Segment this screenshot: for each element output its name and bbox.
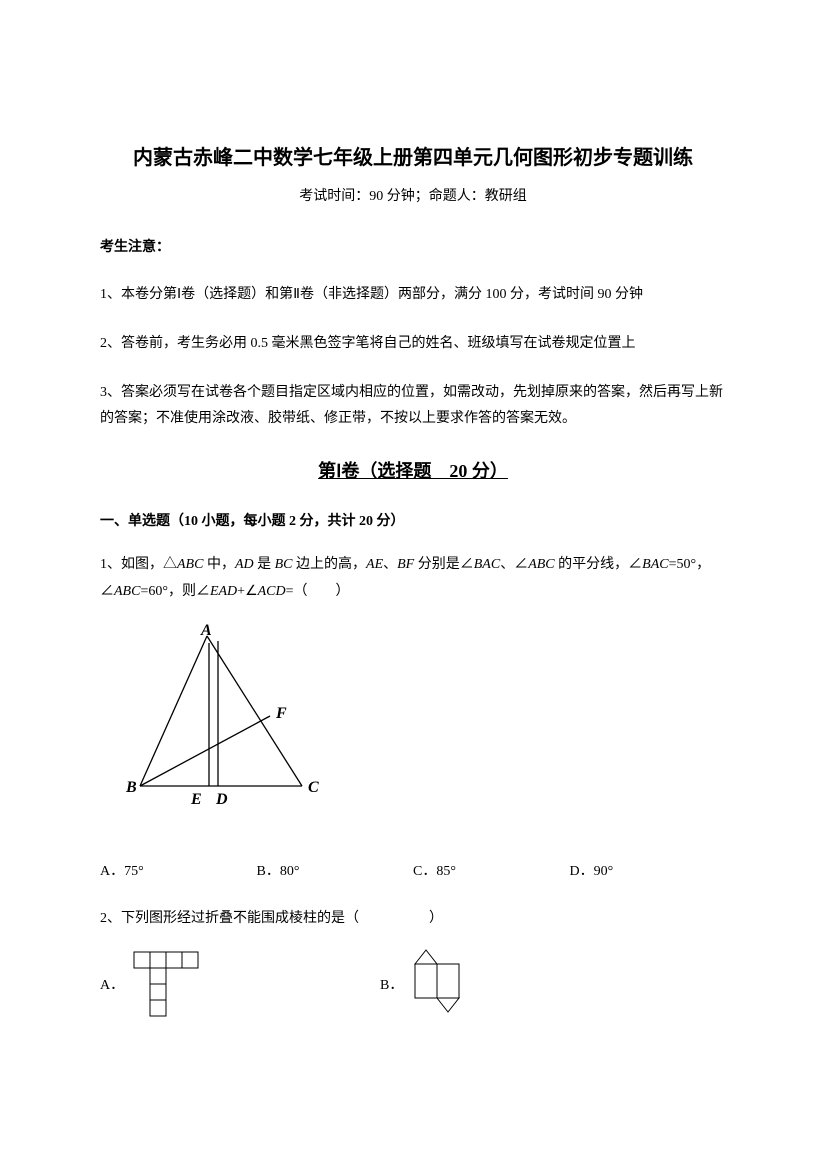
q1-text: 是 [254, 557, 275, 572]
q1-var: ABC [114, 584, 140, 599]
q1-var: BF [397, 557, 414, 572]
triangle-diagram: A B C F ED [122, 624, 342, 824]
notice-item: 3、答案必须写在试卷各个题目指定区域内相应的位置，如需改动，先划掉原来的答案，然… [100, 380, 726, 433]
net-diagram-a [130, 948, 220, 1023]
q2-options-row: A． B． [100, 948, 726, 1023]
q1-var: BC [275, 557, 293, 572]
q1-var: ABC [177, 557, 203, 572]
net-diagram-b [409, 948, 489, 1023]
q1-var: ACD [258, 584, 286, 599]
q2-option-a: A． [100, 948, 380, 1023]
q1-figure: A B C F ED [122, 624, 726, 833]
q1-options: A．75° B．80° C．85° D．90° [100, 859, 726, 884]
q2-option-b: B． [380, 948, 489, 1023]
option-c: C．85° [413, 859, 570, 884]
q1-var: EAD [210, 584, 237, 599]
exam-subtitle: 考试时间：90 分钟；命题人：教研组 [100, 184, 726, 209]
q1-var: ABC [528, 557, 554, 572]
svg-text:B: B [125, 779, 137, 796]
notice-heading: 考生注意： [100, 235, 726, 260]
q1-text: 边上的高， [293, 557, 367, 572]
notice-item: 2、答卷前，考生务必用 0.5 毫米黑色签字笔将自己的姓名、班级填写在试卷规定位… [100, 331, 726, 358]
exam-title: 内蒙古赤峰二中数学七年级上册第四单元几何图形初步专题训练 [100, 140, 726, 176]
notice-item: 1、本卷分第Ⅰ卷（选择题）和第Ⅱ卷（非选择题）两部分，满分 100 分，考试时间… [100, 282, 726, 309]
option-label: A． [100, 973, 124, 998]
svg-text:E: E [190, 791, 202, 808]
svg-text:A: A [200, 624, 212, 639]
q1-text: 、 [383, 557, 397, 572]
q1-var: BAC [642, 557, 668, 572]
q1-text: 中， [203, 557, 235, 572]
q1-var: AD [235, 557, 254, 572]
q1-text: +∠ [237, 584, 257, 599]
svg-text:C: C [308, 779, 319, 796]
q1-text: 分别是∠ [414, 557, 474, 572]
q1-text: 的平分线，∠ [555, 557, 643, 572]
part-heading: 一、单选题（10 小题，每小题 2 分，共计 20 分） [100, 509, 726, 534]
option-label: B． [380, 973, 403, 998]
q1-var: AE [366, 557, 383, 572]
question-1: 1、如图，△ABC 中，AD 是 BC 边上的高，AE、BF 分别是∠BAC、∠… [100, 552, 726, 605]
option-a: A．75° [100, 859, 257, 884]
q1-text: =60°，则∠ [140, 584, 210, 599]
q1-text: =（ ） [286, 584, 350, 599]
svg-text:D: D [215, 791, 228, 808]
q1-var: BAC [474, 557, 500, 572]
question-2: 2、下列图形经过折叠不能围成棱柱的是（ ） [100, 906, 726, 933]
q1-text: 1、如图，△ [100, 557, 177, 572]
section-heading: 第Ⅰ卷（选择题 20 分） [100, 455, 726, 487]
option-d: D．90° [570, 859, 727, 884]
svg-text:F: F [275, 705, 287, 722]
q1-text: 、∠ [500, 557, 528, 572]
option-b: B．80° [257, 859, 414, 884]
